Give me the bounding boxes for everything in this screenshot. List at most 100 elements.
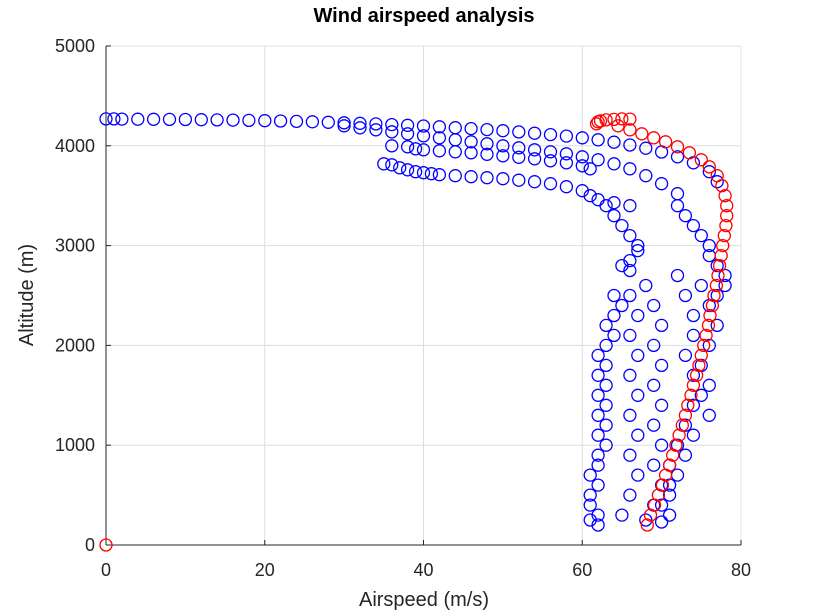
y-tick-label: 4000	[55, 136, 95, 156]
data-point	[607, 209, 621, 223]
data-point	[258, 114, 272, 128]
data-point	[686, 218, 701, 233]
data-point	[684, 388, 698, 402]
data-point	[720, 209, 734, 223]
data-point	[591, 428, 605, 442]
data-point	[353, 116, 367, 130]
data-point	[432, 168, 447, 182]
y-axis-label: Altitude (m)	[16, 244, 38, 346]
data-point	[631, 243, 645, 258]
data-point	[702, 378, 716, 392]
data-point	[694, 228, 708, 243]
data-point	[640, 518, 654, 532]
data-point	[512, 150, 526, 164]
data-point	[408, 165, 423, 179]
data-point	[623, 328, 637, 343]
data-point	[647, 298, 661, 313]
data-point	[623, 408, 637, 422]
data-point	[703, 308, 717, 323]
x-tick-label: 80	[731, 560, 751, 580]
data-point	[662, 488, 677, 502]
data-point	[666, 448, 680, 462]
data-point	[599, 438, 613, 452]
data-point	[711, 268, 725, 283]
tick-labels: 0 20 40 60 80 0 1000 2000 3000 4000 5000	[55, 36, 751, 580]
data-point	[527, 143, 542, 157]
data-point	[716, 238, 730, 253]
data-point	[591, 478, 605, 492]
data-point	[599, 199, 613, 213]
data-point	[710, 318, 724, 333]
data-point	[385, 139, 399, 153]
data-point	[702, 165, 716, 179]
chart-title: Wind airspeed analysis	[313, 5, 534, 27]
data-point	[591, 368, 605, 382]
data-point	[702, 238, 716, 253]
data-point	[591, 348, 605, 363]
y-tick-label: 5000	[55, 36, 95, 56]
data-point	[591, 153, 605, 167]
data-point	[709, 278, 724, 293]
data-point	[496, 124, 510, 138]
data-point	[448, 121, 462, 135]
data-point	[591, 448, 605, 462]
data-point	[591, 388, 605, 402]
data-point	[710, 175, 724, 189]
data-point	[589, 117, 604, 131]
data-point	[194, 113, 208, 127]
data-point	[377, 157, 391, 171]
data-point	[686, 308, 701, 323]
data-point	[496, 139, 510, 153]
data-point	[400, 163, 415, 177]
data-point	[694, 278, 708, 293]
data-point	[512, 173, 526, 187]
x-tick-label: 0	[101, 560, 111, 580]
data-point	[115, 112, 129, 126]
data-point	[393, 161, 407, 175]
data-point	[705, 298, 720, 313]
data-point	[654, 358, 669, 373]
data-point	[99, 112, 113, 126]
data-point	[615, 258, 629, 273]
data-point	[583, 498, 597, 512]
data-point	[480, 122, 494, 137]
series-0	[99, 112, 732, 532]
data-point	[543, 145, 558, 159]
data-point	[714, 248, 728, 263]
data-point	[543, 154, 558, 168]
data-point	[623, 228, 637, 243]
data-point	[631, 238, 645, 253]
data-point	[682, 146, 697, 160]
data-point	[607, 288, 621, 303]
data-point	[715, 179, 729, 193]
data-point	[615, 112, 629, 126]
data-point	[631, 388, 645, 402]
data-point	[607, 112, 621, 127]
data-point	[385, 117, 399, 132]
data-point	[718, 189, 732, 203]
data-point	[210, 113, 224, 127]
data-point	[559, 156, 574, 170]
data-point	[662, 508, 677, 522]
data-point	[416, 119, 431, 133]
data-series	[99, 112, 734, 552]
data-point	[686, 328, 701, 343]
data-point	[599, 378, 613, 392]
data-point	[623, 138, 637, 152]
data-point	[623, 123, 637, 137]
data-point	[702, 408, 716, 422]
data-point	[337, 116, 351, 130]
x-tick-label: 40	[413, 560, 433, 580]
data-point	[591, 458, 605, 472]
data-point	[678, 418, 693, 432]
data-point	[615, 508, 629, 522]
data-point	[670, 150, 685, 164]
data-point	[623, 368, 637, 382]
data-point	[686, 428, 701, 442]
data-point	[670, 468, 685, 482]
data-point	[702, 160, 716, 174]
data-point	[670, 140, 685, 154]
data-point	[647, 378, 661, 392]
data-point	[575, 131, 589, 145]
data-point	[623, 448, 637, 462]
